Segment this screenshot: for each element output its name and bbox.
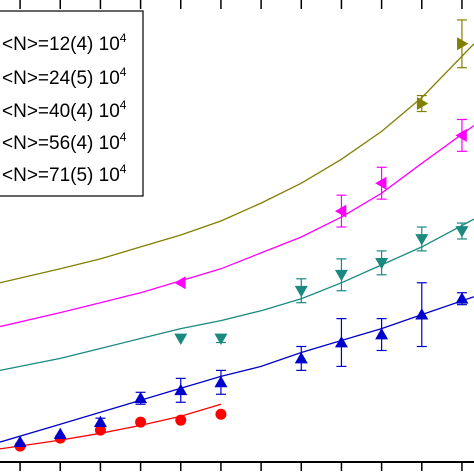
- legend-entry-4: <N>=71(5) 104: [2, 162, 127, 186]
- data-point-1-8: [375, 328, 389, 340]
- data-point-1-1: [53, 427, 67, 439]
- data-point-1-7: [334, 336, 348, 348]
- data-point-0-2: [94, 424, 106, 436]
- legend-entry-3: <N>=56(4) 104: [2, 130, 127, 154]
- fit-curve-0: [0, 403, 222, 450]
- data-point-4-1: [457, 37, 469, 51]
- data-point-3-3: [455, 128, 467, 142]
- plot-frame: [0, 461, 474, 463]
- legend-box: [0, 10, 144, 197]
- data-point-2-6: [455, 226, 469, 238]
- data-point-1-0: [13, 435, 27, 447]
- data-point-2-3: [334, 269, 348, 282]
- data-point-2-0: [174, 333, 188, 346]
- legend: <N>=12(4) 104 <N>=24(5) 104 <N>=40(4) 10…: [0, 10, 144, 197]
- data-point-1-3: [134, 391, 148, 404]
- data-point-2-5: [415, 234, 429, 246]
- data-point-3-0: [174, 276, 186, 290]
- legend-entry-2: <N>=40(4) 104: [2, 98, 127, 122]
- data-point-4-0: [416, 97, 429, 111]
- data-point-1-9: [415, 308, 429, 320]
- data-point-2-4: [375, 257, 389, 270]
- data-point-3-1: [334, 204, 347, 218]
- data-point-1-5: [214, 375, 228, 388]
- data-point-1-6: [294, 351, 308, 364]
- data-point-2-2: [294, 285, 308, 298]
- data-point-0-3: [135, 416, 147, 428]
- data-point-0-4: [175, 414, 187, 426]
- fit-curve-3: [0, 124, 474, 328]
- data-point-2-1: [214, 333, 228, 346]
- data-point-1-2: [93, 415, 107, 428]
- legend-entry-0: <N>=12(4) 104: [2, 31, 127, 55]
- data-point-0-5: [215, 408, 227, 420]
- fit-curve-2: [0, 218, 474, 372]
- data-point-1-10: [455, 292, 469, 304]
- legend-entry-1: <N>=24(5) 104: [2, 65, 127, 89]
- fit-curve-1: [0, 296, 474, 443]
- fit-curve-4: [0, 43, 474, 284]
- data-point-3-2: [375, 176, 387, 190]
- data-point-1-4: [174, 383, 188, 396]
